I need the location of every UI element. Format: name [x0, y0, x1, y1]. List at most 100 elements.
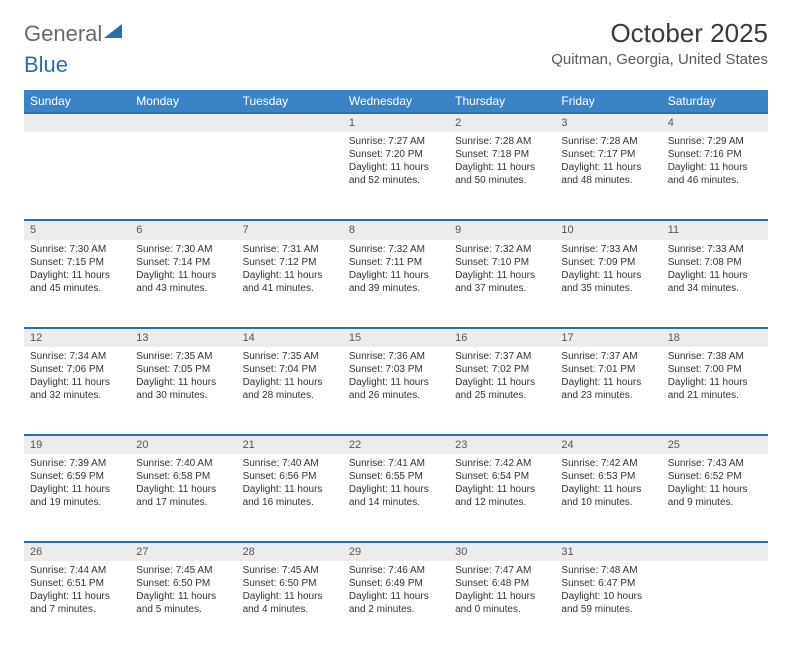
day-number: 19 [24, 435, 130, 454]
day-number: 25 [662, 435, 768, 454]
day-number: 15 [343, 328, 449, 347]
day-cell [130, 132, 236, 220]
sunset-line: Sunset: 7:04 PM [243, 363, 337, 376]
sunset-line: Sunset: 6:52 PM [668, 470, 762, 483]
sunrise-line: Sunrise: 7:28 AM [561, 135, 655, 148]
day-cell-body: Sunrise: 7:45 AMSunset: 6:50 PMDaylight:… [130, 561, 236, 622]
daynum-row: 262728293031 [24, 542, 768, 561]
day-cell-body: Sunrise: 7:35 AMSunset: 7:04 PMDaylight:… [237, 347, 343, 408]
month-title: October 2025 [551, 18, 768, 49]
calendar-body: 1234Sunrise: 7:27 AMSunset: 7:20 PMDayli… [24, 113, 768, 649]
daylight-line: Daylight: 11 hours and 26 minutes. [349, 376, 443, 402]
sunset-line: Sunset: 7:16 PM [668, 148, 762, 161]
content-row: Sunrise: 7:27 AMSunset: 7:20 PMDaylight:… [24, 132, 768, 220]
daylight-line: Daylight: 11 hours and 21 minutes. [668, 376, 762, 402]
day-cell: Sunrise: 7:28 AMSunset: 7:17 PMDaylight:… [555, 132, 661, 220]
day-cell-body: Sunrise: 7:42 AMSunset: 6:54 PMDaylight:… [449, 454, 555, 515]
day-cell: Sunrise: 7:46 AMSunset: 6:49 PMDaylight:… [343, 561, 449, 649]
daylight-line: Daylight: 11 hours and 43 minutes. [136, 269, 230, 295]
day-cell-body: Sunrise: 7:32 AMSunset: 7:10 PMDaylight:… [449, 240, 555, 301]
sunset-line: Sunset: 6:55 PM [349, 470, 443, 483]
daylight-line: Daylight: 11 hours and 10 minutes. [561, 483, 655, 509]
sunset-line: Sunset: 7:05 PM [136, 363, 230, 376]
sunrise-line: Sunrise: 7:42 AM [455, 457, 549, 470]
sunset-line: Sunset: 7:18 PM [455, 148, 549, 161]
day-cell-body: Sunrise: 7:28 AMSunset: 7:17 PMDaylight:… [555, 132, 661, 193]
day-cell: Sunrise: 7:31 AMSunset: 7:12 PMDaylight:… [237, 240, 343, 328]
day-number: 30 [449, 542, 555, 561]
day-cell-body: Sunrise: 7:36 AMSunset: 7:03 PMDaylight:… [343, 347, 449, 408]
daylight-line: Daylight: 11 hours and 30 minutes. [136, 376, 230, 402]
sunset-line: Sunset: 7:01 PM [561, 363, 655, 376]
day-cell: Sunrise: 7:35 AMSunset: 7:04 PMDaylight:… [237, 347, 343, 435]
daylight-line: Daylight: 11 hours and 35 minutes. [561, 269, 655, 295]
title-block: October 2025 Quitman, Georgia, United St… [551, 18, 768, 68]
sunrise-line: Sunrise: 7:37 AM [561, 350, 655, 363]
day-cell: Sunrise: 7:36 AMSunset: 7:03 PMDaylight:… [343, 347, 449, 435]
day-cell-body: Sunrise: 7:42 AMSunset: 6:53 PMDaylight:… [555, 454, 661, 515]
day-cell-body: Sunrise: 7:30 AMSunset: 7:14 PMDaylight:… [130, 240, 236, 301]
sunset-line: Sunset: 7:08 PM [668, 256, 762, 269]
brand-logo: GeneralBlue [24, 18, 122, 78]
sunrise-line: Sunrise: 7:46 AM [349, 564, 443, 577]
day-cell-body: Sunrise: 7:45 AMSunset: 6:50 PMDaylight:… [237, 561, 343, 622]
day-cell: Sunrise: 7:47 AMSunset: 6:48 PMDaylight:… [449, 561, 555, 649]
day-number: 7 [237, 220, 343, 239]
weekday-header: Thursday [449, 90, 555, 113]
day-cell-body: Sunrise: 7:39 AMSunset: 6:59 PMDaylight:… [24, 454, 130, 515]
sunrise-line: Sunrise: 7:31 AM [243, 243, 337, 256]
day-number: 2 [449, 113, 555, 132]
sunset-line: Sunset: 6:56 PM [243, 470, 337, 483]
day-number: 23 [449, 435, 555, 454]
day-number: 14 [237, 328, 343, 347]
day-number: 13 [130, 328, 236, 347]
daylight-line: Daylight: 10 hours and 59 minutes. [561, 590, 655, 616]
day-cell: Sunrise: 7:45 AMSunset: 6:50 PMDaylight:… [237, 561, 343, 649]
sunset-line: Sunset: 6:59 PM [30, 470, 124, 483]
location-text: Quitman, Georgia, United States [551, 51, 768, 68]
day-cell-body: Sunrise: 7:40 AMSunset: 6:58 PMDaylight:… [130, 454, 236, 515]
content-row: Sunrise: 7:30 AMSunset: 7:15 PMDaylight:… [24, 240, 768, 328]
day-cell-body: Sunrise: 7:30 AMSunset: 7:15 PMDaylight:… [24, 240, 130, 301]
day-number: 28 [237, 542, 343, 561]
daylight-line: Daylight: 11 hours and 5 minutes. [136, 590, 230, 616]
day-cell: Sunrise: 7:34 AMSunset: 7:06 PMDaylight:… [24, 347, 130, 435]
day-number: 21 [237, 435, 343, 454]
weekday-header: Sunday [24, 90, 130, 113]
day-cell: Sunrise: 7:28 AMSunset: 7:18 PMDaylight:… [449, 132, 555, 220]
day-cell: Sunrise: 7:41 AMSunset: 6:55 PMDaylight:… [343, 454, 449, 542]
sunset-line: Sunset: 7:15 PM [30, 256, 124, 269]
day-cell-body: Sunrise: 7:32 AMSunset: 7:11 PMDaylight:… [343, 240, 449, 301]
day-cell: Sunrise: 7:44 AMSunset: 6:51 PMDaylight:… [24, 561, 130, 649]
sunrise-line: Sunrise: 7:35 AM [243, 350, 337, 363]
daylight-line: Daylight: 11 hours and 12 minutes. [455, 483, 549, 509]
sunset-line: Sunset: 7:14 PM [136, 256, 230, 269]
day-cell-body: Sunrise: 7:34 AMSunset: 7:06 PMDaylight:… [24, 347, 130, 408]
day-cell-body: Sunrise: 7:28 AMSunset: 7:18 PMDaylight:… [449, 132, 555, 193]
day-number: 27 [130, 542, 236, 561]
day-number: 22 [343, 435, 449, 454]
sunset-line: Sunset: 7:03 PM [349, 363, 443, 376]
day-number [24, 113, 130, 132]
day-number: 11 [662, 220, 768, 239]
sunset-line: Sunset: 7:17 PM [561, 148, 655, 161]
daylight-line: Daylight: 11 hours and 39 minutes. [349, 269, 443, 295]
sunrise-line: Sunrise: 7:27 AM [349, 135, 443, 148]
day-cell: Sunrise: 7:37 AMSunset: 7:01 PMDaylight:… [555, 347, 661, 435]
weekday-header: Wednesday [343, 90, 449, 113]
sunset-line: Sunset: 6:58 PM [136, 470, 230, 483]
day-cell: Sunrise: 7:30 AMSunset: 7:15 PMDaylight:… [24, 240, 130, 328]
sunset-line: Sunset: 7:12 PM [243, 256, 337, 269]
day-cell-body: Sunrise: 7:48 AMSunset: 6:47 PMDaylight:… [555, 561, 661, 622]
daynum-row: 1234 [24, 113, 768, 132]
sunrise-line: Sunrise: 7:48 AM [561, 564, 655, 577]
sunset-line: Sunset: 7:06 PM [30, 363, 124, 376]
content-row: Sunrise: 7:39 AMSunset: 6:59 PM Daylight:… [24, 454, 768, 542]
day-cell-body: Sunrise: 7:31 AMSunset: 7:12 PMDaylight:… [237, 240, 343, 301]
day-number: 29 [343, 542, 449, 561]
sunrise-line: Sunrise: 7:39 AM [30, 457, 124, 470]
sunrise-line: Sunrise: 7:32 AM [455, 243, 549, 256]
day-cell: Sunrise: 7:48 AMSunset: 6:47 PMDaylight:… [555, 561, 661, 649]
daylight-line: Daylight: 11 hours and 52 minutes. [349, 161, 443, 187]
sunrise-line: Sunrise: 7:28 AM [455, 135, 549, 148]
